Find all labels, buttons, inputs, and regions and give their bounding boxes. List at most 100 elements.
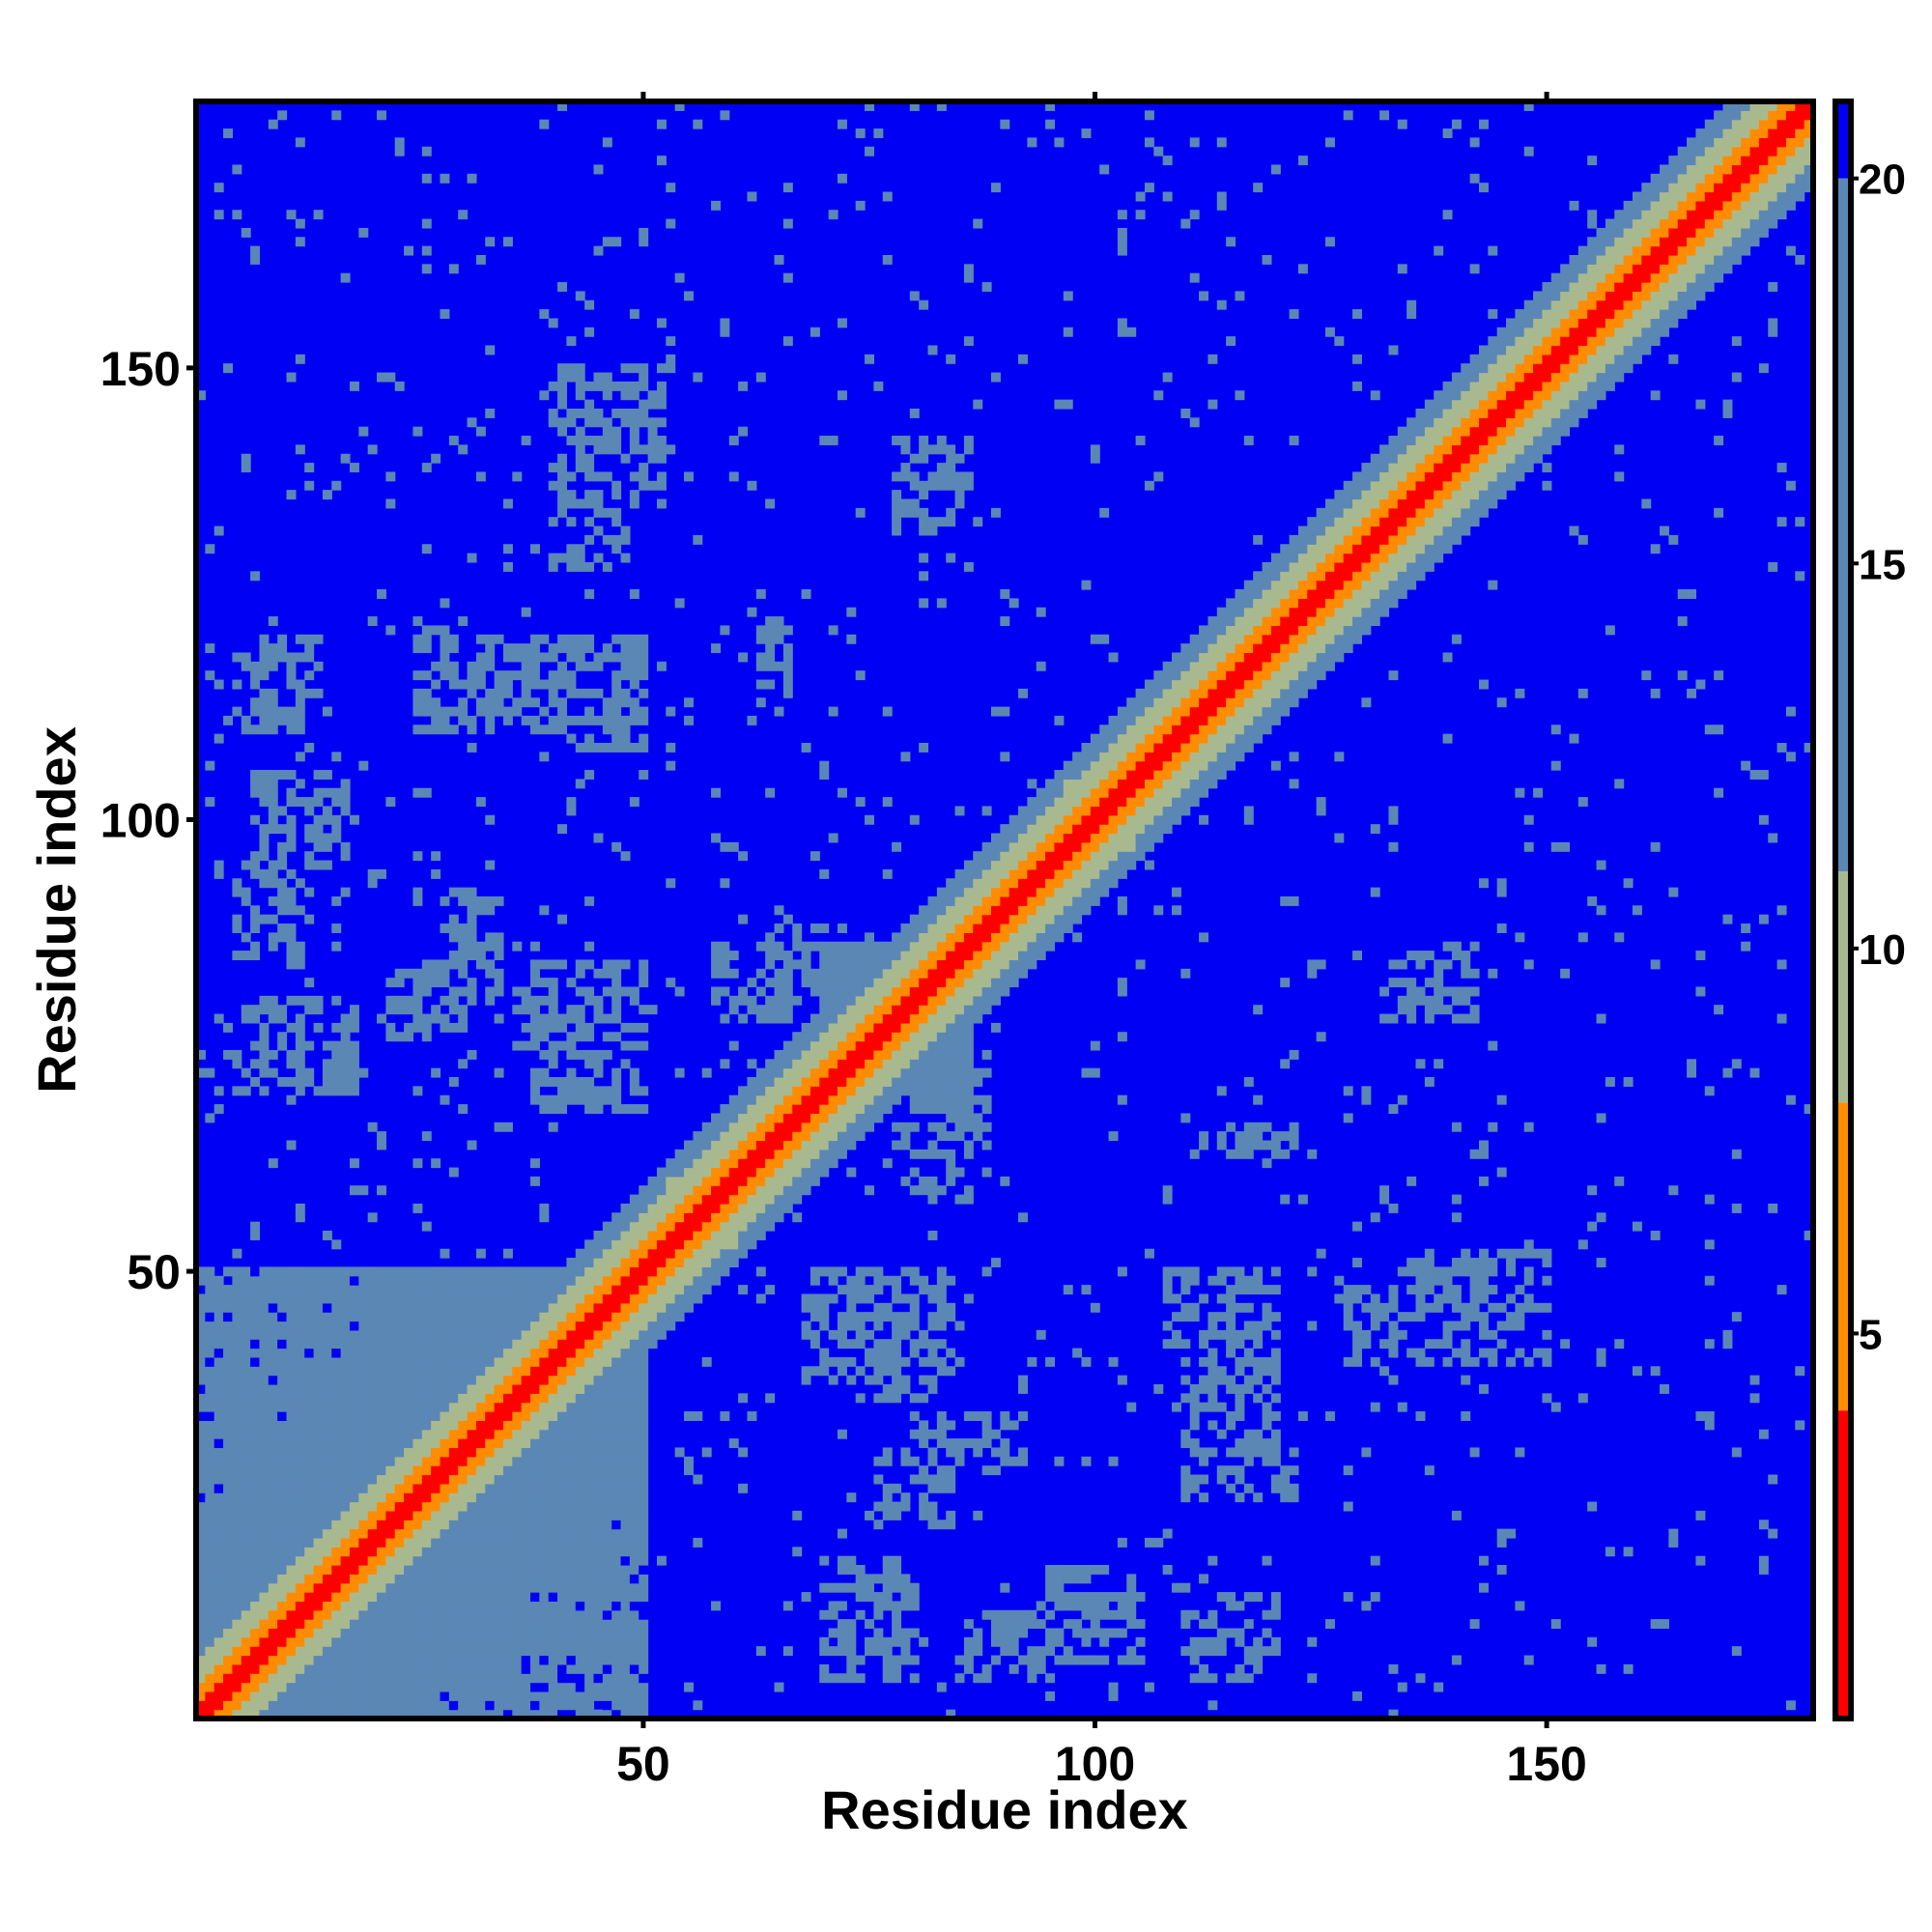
heatmap-cell (394, 1429, 405, 1439)
heatmap-cell (241, 1411, 251, 1421)
heatmap-cell (837, 1528, 847, 1539)
heatmap-cell (448, 1601, 459, 1611)
heatmap-cell (304, 1348, 315, 1358)
heatmap-cell (892, 507, 902, 518)
heatmap-cell (440, 923, 450, 933)
heatmap-cell (946, 1149, 956, 1159)
heatmap-cell (593, 1619, 604, 1630)
heatmap-cell (629, 679, 639, 690)
heatmap-cell (448, 1077, 459, 1087)
heatmap-cell (647, 1321, 658, 1331)
heatmap-cell (304, 1492, 315, 1503)
heatmap-cell (566, 1348, 577, 1358)
heatmap-cell (377, 1565, 386, 1575)
heatmap-cell (720, 1167, 730, 1178)
heatmap-cell (250, 1447, 261, 1458)
heatmap-cell (223, 1700, 234, 1711)
heatmap-cell (521, 1528, 531, 1539)
heatmap-cell (611, 1329, 622, 1340)
heatmap-cell (421, 264, 432, 274)
heatmap-cell (946, 1510, 956, 1520)
heatmap-cell (882, 951, 893, 961)
heatmap-cell (467, 1663, 477, 1674)
heatmap-cell (286, 1275, 297, 1286)
heatmap-cell (512, 1393, 523, 1404)
heatmap-cell (720, 327, 730, 337)
heatmap-cell (268, 1067, 278, 1078)
heatmap-cell (566, 544, 577, 554)
heatmap-cell (919, 1285, 929, 1295)
heatmap-cell (458, 1447, 469, 1458)
heatmap-cell (385, 1673, 396, 1684)
heatmap-cell (232, 652, 242, 663)
heatmap-cell (232, 1293, 242, 1304)
heatmap-cell (467, 1483, 477, 1493)
heatmap-cell (684, 1411, 694, 1421)
heatmap-cell (485, 1663, 496, 1674)
heatmap-cell (259, 1555, 270, 1566)
heatmap-cell (485, 1690, 496, 1701)
heatmap-cell (602, 1248, 612, 1259)
heatmap-cell (593, 1555, 604, 1566)
heatmap-cell (502, 1420, 513, 1431)
heatmap-cell (404, 1565, 414, 1575)
heatmap-cell (810, 1049, 820, 1060)
heatmap-cell (666, 363, 676, 374)
heatmap-cell (412, 1609, 423, 1620)
heatmap-cell (900, 1492, 911, 1503)
heatmap-cell (295, 697, 305, 708)
heatmap-cell (295, 1375, 305, 1385)
heatmap-cell (819, 1636, 830, 1647)
heatmap-cell (295, 1293, 305, 1304)
heatmap-cell (620, 381, 631, 391)
heatmap-cell (521, 1690, 531, 1701)
heatmap-cell (512, 1383, 523, 1394)
heatmap-cell (711, 1122, 722, 1132)
heatmap-cell (331, 1049, 342, 1060)
heatmap-cell (259, 1032, 270, 1042)
heatmap-cell (502, 1520, 513, 1530)
heatmap-cell (277, 806, 288, 816)
heatmap-cell (792, 1167, 803, 1178)
heatmap-cell (358, 1582, 369, 1593)
heatmap-cell (331, 1339, 342, 1350)
heatmap-cell (404, 1690, 414, 1701)
heatmap-cell (458, 1356, 469, 1367)
heatmap-cell (711, 941, 722, 952)
heatmap-cell (196, 1619, 206, 1630)
heatmap-cell (647, 1005, 658, 1015)
heatmap-cell (865, 1266, 874, 1277)
heatmap-cell (629, 1383, 639, 1394)
heatmap-cell (575, 561, 585, 572)
heatmap-cell (855, 1040, 866, 1051)
heatmap-cell (629, 1266, 639, 1277)
heatmap-cell (367, 1321, 378, 1331)
heatmap-cell (620, 1348, 631, 1358)
heatmap-cell (530, 697, 540, 708)
heatmap-cell (584, 1447, 595, 1458)
heatmap-cell (954, 1067, 965, 1078)
heatmap-cell (936, 1438, 947, 1449)
heatmap-cell (882, 797, 893, 808)
heatmap-cell (250, 1077, 261, 1087)
heatmap-cell (286, 932, 297, 943)
heatmap-cell (440, 1248, 450, 1259)
heatmap-cell (349, 1285, 359, 1295)
heatmap-cell (936, 436, 947, 445)
heatmap-cell (367, 868, 378, 879)
heatmap-cell (946, 1520, 956, 1530)
heatmap-cell (440, 625, 450, 636)
heatmap-cell (223, 363, 234, 374)
heatmap-cell (611, 1474, 622, 1485)
heatmap-cell (900, 1592, 911, 1603)
heatmap-cell (485, 1483, 496, 1493)
heatmap-cell (421, 1646, 432, 1657)
heatmap-cell (259, 1438, 270, 1449)
heatmap-cell (331, 1663, 342, 1674)
heatmap-cell (557, 1356, 568, 1367)
heatmap-cell (656, 1167, 667, 1178)
heatmap-cell (521, 1655, 531, 1665)
heatmap-cell (936, 1285, 947, 1295)
heatmap-cell (548, 463, 558, 473)
heatmap-cell (268, 1700, 278, 1711)
